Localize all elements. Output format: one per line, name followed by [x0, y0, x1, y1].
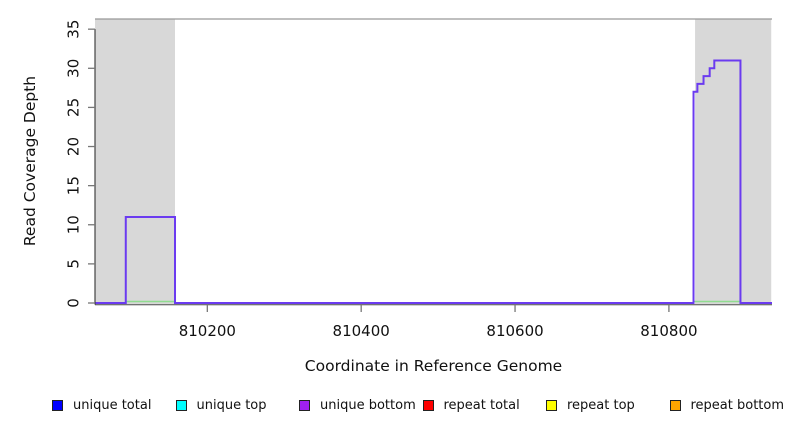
legend-label: repeat top: [567, 398, 635, 413]
y-tick-label: 5: [65, 259, 83, 269]
unique-total-swatch-icon: [52, 400, 63, 411]
y-tick-label: 30: [65, 59, 83, 78]
unique-top-swatch-icon: [175, 400, 187, 411]
y-tick-label: 15: [65, 176, 83, 195]
x-tick-label: 810200: [179, 322, 236, 340]
y-tick-label: 20: [65, 137, 83, 156]
y-tick-label: 25: [65, 98, 83, 117]
repeat-top-swatch-icon: [546, 400, 557, 411]
y-axis-title: Read Coverage Depth: [21, 75, 39, 247]
legend-label: repeat bottom: [690, 398, 785, 413]
y-tick-label: 10: [65, 215, 83, 234]
legend-item-repeat-bottom: repeat bottom: [669, 398, 792, 413]
legend-label: unique bottom: [320, 398, 416, 413]
unique-bottom-swatch-icon: [299, 400, 310, 411]
repeat-total-swatch-icon: [422, 400, 434, 411]
x-tick-label: 810600: [486, 322, 543, 340]
x-axis-title: Coordinate in Reference Genome: [304, 357, 563, 375]
y-tick-label: 0: [65, 298, 83, 308]
legend-item-repeat-total: repeat total: [422, 398, 547, 413]
legend-item-unique-bottom: unique bottom: [299, 398, 423, 413]
legend: unique total unique top unique bottom re…: [52, 398, 792, 413]
legend-item-repeat-top: repeat top: [546, 398, 670, 413]
legend-item-unique-total: unique total: [52, 398, 176, 413]
repeat-region-shade: [95, 19, 176, 304]
legend-label: unique total: [73, 398, 152, 413]
coverage-line: [95, 59, 772, 304]
repeat-bottom-swatch-icon: [669, 400, 681, 411]
repeat-region-shade: [695, 19, 772, 304]
legend-item-unique-top: unique top: [175, 398, 300, 413]
legend-label: repeat total: [443, 398, 520, 413]
x-tick-label: 810400: [333, 322, 390, 340]
legend-label: unique top: [196, 398, 267, 413]
y-tick-label: 35: [65, 20, 83, 39]
x-tick-label: 810800: [640, 322, 697, 340]
